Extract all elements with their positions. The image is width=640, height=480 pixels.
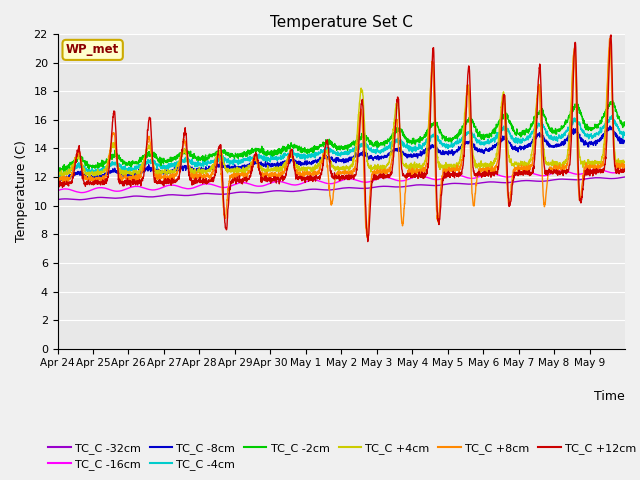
TC_C +4cm	[376, 167, 383, 173]
TC_C -4cm	[59, 175, 67, 180]
TC_C -16cm	[621, 167, 629, 173]
TC_C +8cm	[233, 173, 241, 179]
TC_C +4cm	[621, 159, 629, 165]
TC_C -8cm	[54, 177, 61, 183]
TC_C +12cm	[364, 239, 372, 244]
TC_C +8cm	[545, 168, 552, 174]
TC_C -32cm	[513, 179, 520, 184]
TC_C -32cm	[545, 178, 552, 183]
TC_C -2cm	[60, 170, 68, 176]
TC_C +12cm	[545, 170, 552, 176]
Legend: TC_C -32cm, TC_C -16cm, TC_C -8cm, TC_C -4cm, TC_C -2cm, TC_C +4cm, TC_C +8cm, T: TC_C -32cm, TC_C -16cm, TC_C -8cm, TC_C …	[44, 438, 640, 474]
TC_C -2cm	[376, 142, 383, 147]
TC_C -2cm	[513, 132, 520, 138]
TC_C -2cm	[111, 154, 118, 159]
Line: TC_C -4cm: TC_C -4cm	[58, 116, 625, 178]
TC_C -4cm	[54, 172, 61, 178]
TC_C +4cm	[606, 45, 614, 51]
TC_C -32cm	[54, 197, 61, 203]
TC_C +8cm	[606, 35, 614, 41]
TC_C -8cm	[606, 123, 614, 129]
TC_C -4cm	[614, 124, 621, 130]
TC_C -8cm	[621, 140, 629, 145]
TC_C +4cm	[233, 168, 241, 173]
TC_C +12cm	[233, 178, 241, 184]
TC_C +8cm	[513, 167, 520, 172]
TC_C -16cm	[593, 167, 601, 172]
TC_C +4cm	[54, 169, 61, 175]
TC_C +12cm	[621, 169, 629, 175]
TC_C -16cm	[233, 181, 241, 187]
TC_C +12cm	[110, 109, 118, 115]
TC_C -2cm	[621, 123, 629, 129]
TC_C -16cm	[376, 175, 383, 181]
TC_C -4cm	[513, 138, 520, 144]
Text: WP_met: WP_met	[66, 43, 119, 56]
TC_C -4cm	[233, 157, 241, 163]
TC_C -4cm	[609, 113, 616, 119]
Title: Temperature Set C: Temperature Set C	[270, 15, 413, 30]
Line: TC_C -2cm: TC_C -2cm	[58, 101, 625, 173]
TC_C -8cm	[59, 178, 67, 184]
TC_C -8cm	[545, 140, 552, 145]
TC_C +8cm	[110, 132, 118, 137]
TC_C -16cm	[513, 172, 520, 178]
Line: TC_C -16cm: TC_C -16cm	[58, 169, 625, 192]
TC_C -16cm	[545, 172, 552, 178]
TC_C -2cm	[609, 98, 616, 104]
TC_C -4cm	[376, 149, 383, 155]
TC_C -32cm	[233, 190, 241, 195]
TC_C -8cm	[376, 155, 383, 160]
TC_C +8cm	[376, 169, 383, 175]
TC_C -16cm	[54, 188, 61, 193]
TC_C -2cm	[233, 152, 241, 158]
TC_C +8cm	[54, 176, 61, 181]
TC_C -4cm	[621, 131, 629, 137]
Line: TC_C +4cm: TC_C +4cm	[58, 48, 625, 177]
TC_C +4cm	[513, 161, 520, 167]
Line: TC_C +8cm: TC_C +8cm	[58, 38, 625, 237]
TC_C +4cm	[614, 158, 621, 164]
TC_C -2cm	[54, 165, 61, 171]
TC_C -16cm	[111, 188, 118, 194]
Line: TC_C -32cm: TC_C -32cm	[58, 177, 625, 200]
TC_C +4cm	[85, 174, 93, 180]
Text: Time: Time	[595, 390, 625, 403]
TC_C -4cm	[545, 133, 552, 139]
TC_C -8cm	[233, 166, 241, 171]
TC_C +12cm	[376, 175, 383, 180]
TC_C +4cm	[545, 162, 552, 168]
TC_C +12cm	[54, 183, 61, 189]
TC_C -32cm	[111, 195, 118, 201]
Line: TC_C -8cm: TC_C -8cm	[58, 126, 625, 181]
Line: TC_C +12cm: TC_C +12cm	[58, 35, 625, 241]
TC_C -16cm	[78, 190, 86, 195]
TC_C -32cm	[76, 197, 83, 203]
TC_C -4cm	[111, 159, 118, 165]
TC_C +12cm	[513, 169, 520, 175]
TC_C -32cm	[376, 184, 383, 190]
Y-axis label: Temperature (C): Temperature (C)	[15, 141, 28, 242]
TC_C +12cm	[614, 169, 621, 175]
TC_C +4cm	[111, 143, 118, 148]
TC_C +8cm	[614, 162, 621, 168]
TC_C -8cm	[111, 168, 118, 174]
TC_C -32cm	[613, 175, 621, 181]
TC_C -8cm	[614, 132, 621, 138]
TC_C +12cm	[607, 32, 615, 38]
TC_C -16cm	[614, 169, 621, 175]
TC_C -2cm	[545, 121, 552, 127]
TC_C -2cm	[614, 114, 621, 120]
TC_C -32cm	[621, 174, 629, 180]
TC_C +8cm	[621, 163, 629, 169]
TC_C -8cm	[513, 147, 520, 153]
TC_C +8cm	[363, 234, 371, 240]
